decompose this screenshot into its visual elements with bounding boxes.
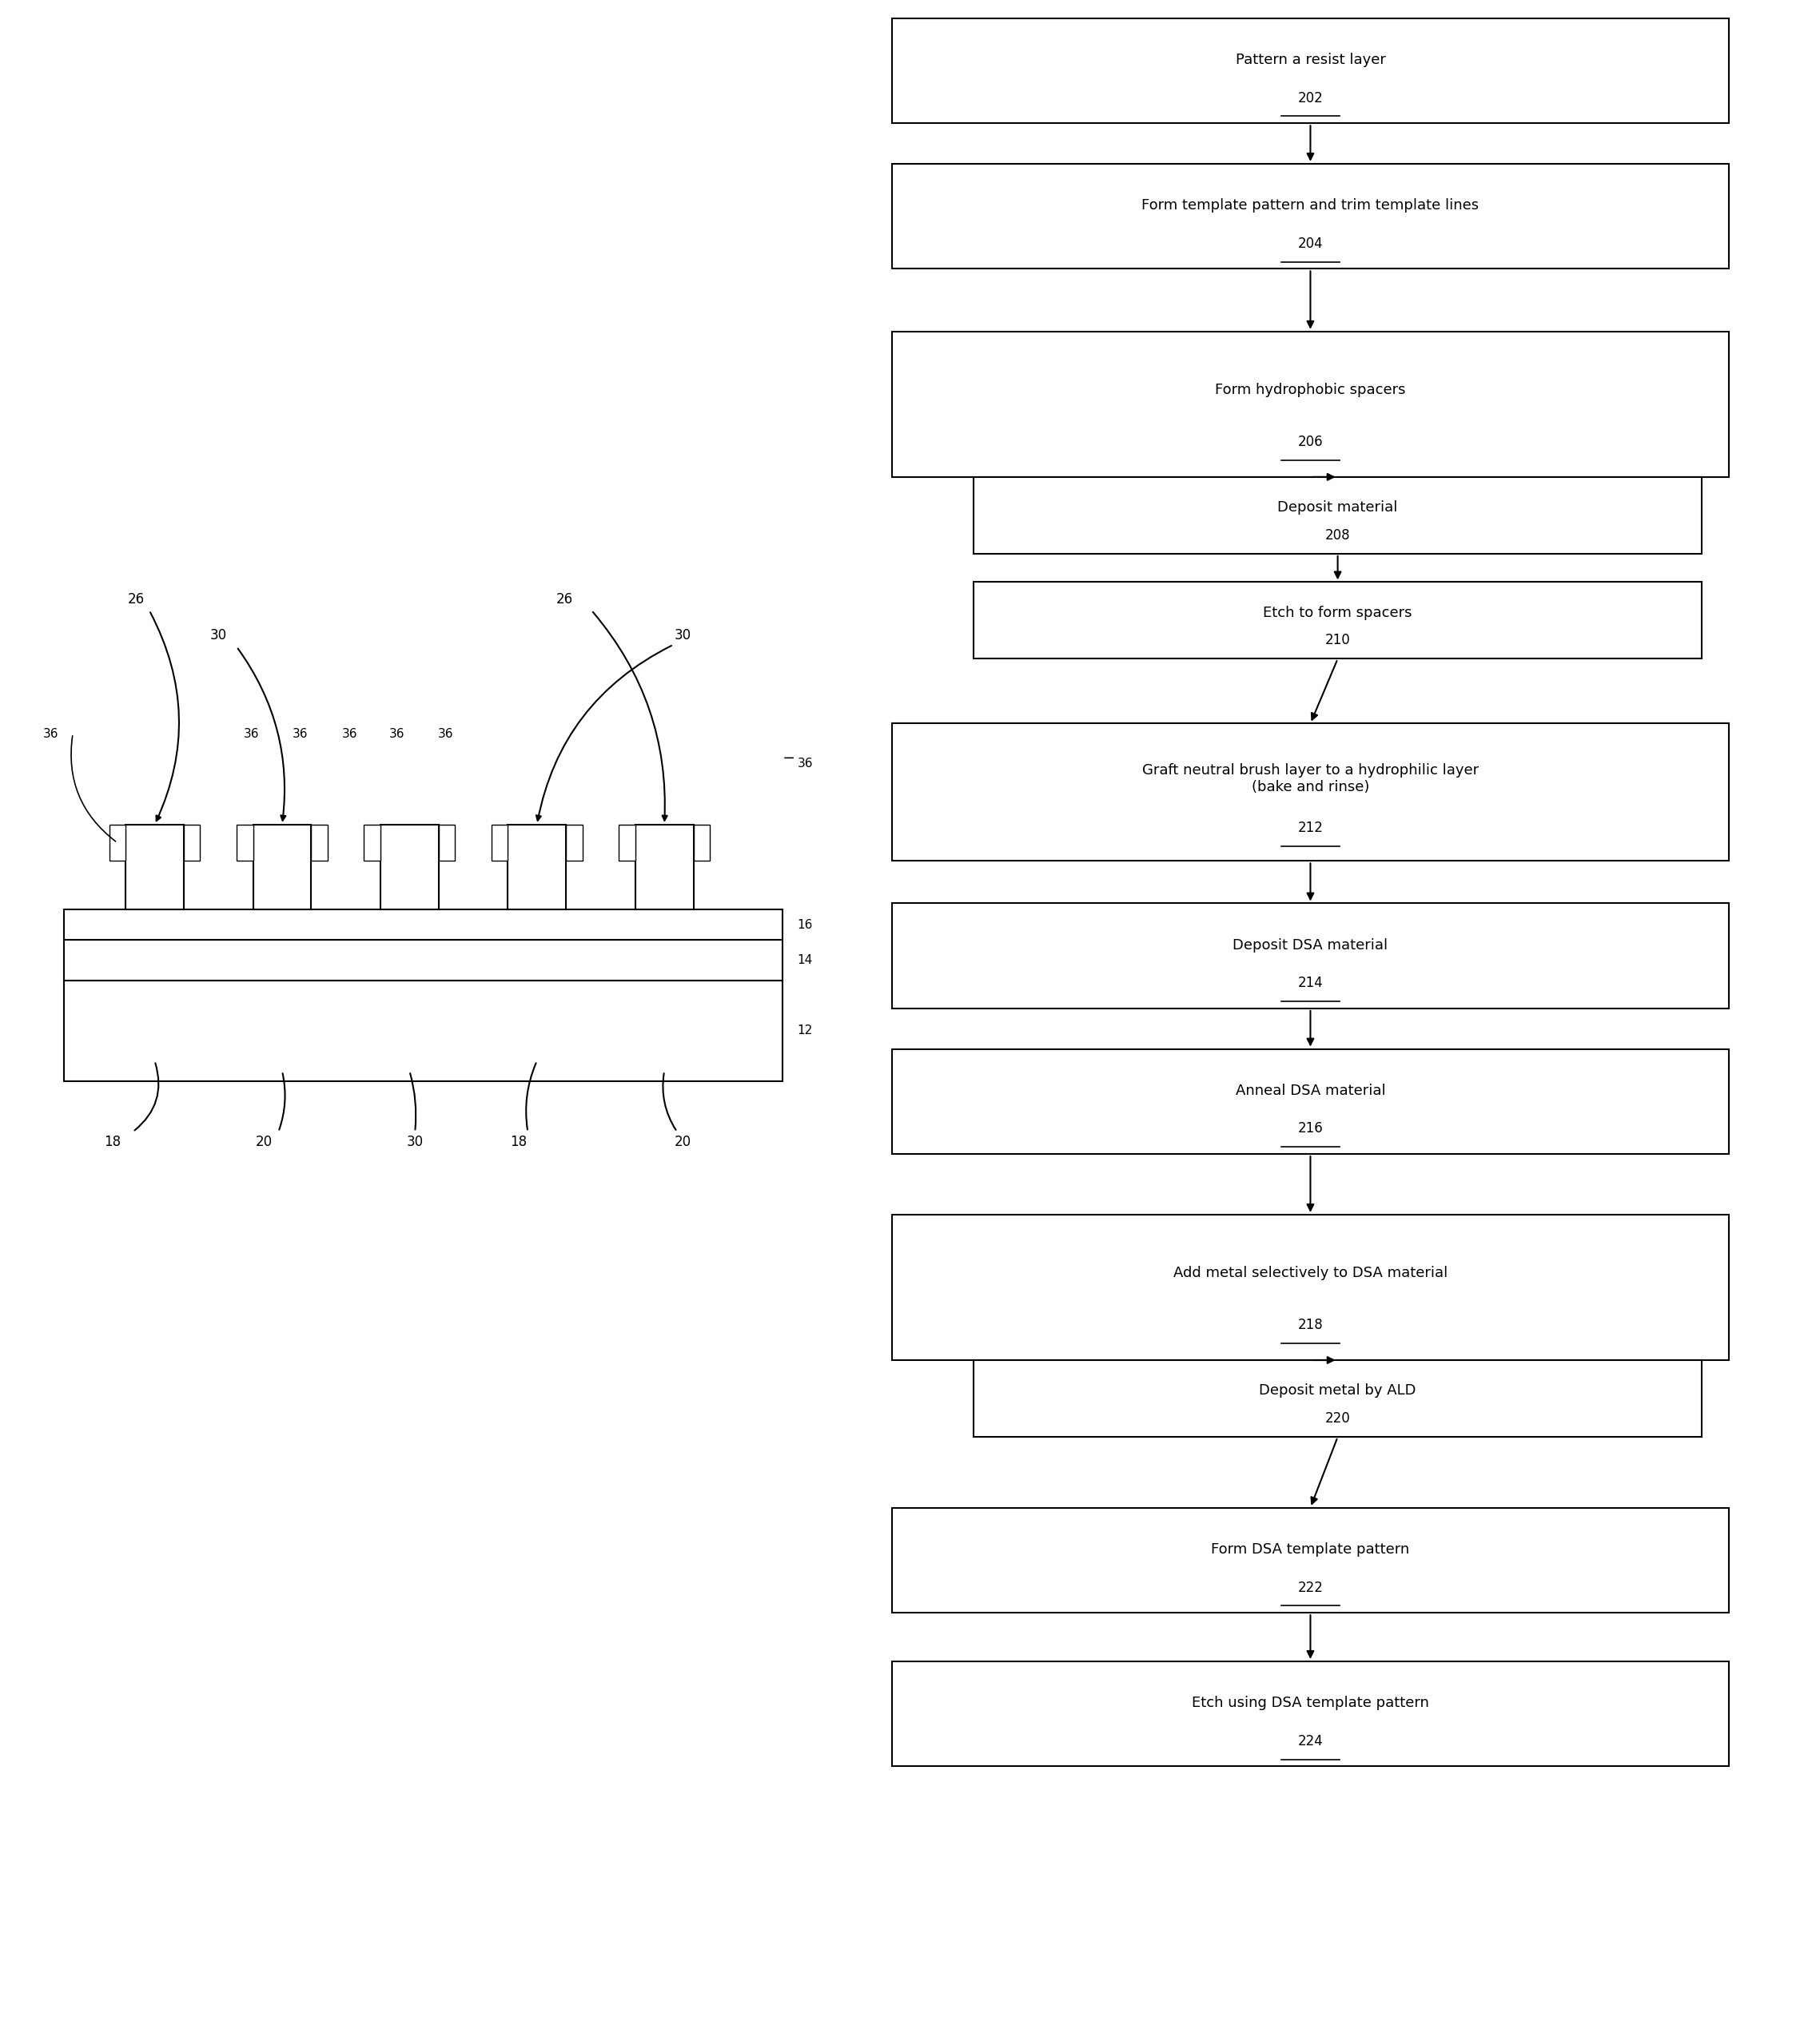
Bar [364, 825, 380, 861]
Bar [974, 1360, 1702, 1437]
Bar [380, 825, 439, 909]
Text: Form DSA template pattern: Form DSA template pattern [1210, 1542, 1411, 1556]
Bar [109, 825, 126, 861]
Text: Add metal selectively to DSA material: Add metal selectively to DSA material [1174, 1265, 1447, 1279]
Text: Etch using DSA template pattern: Etch using DSA template pattern [1192, 1696, 1429, 1710]
Text: 36: 36 [439, 728, 453, 740]
Text: 206: 206 [1298, 435, 1323, 449]
Bar [508, 825, 566, 909]
Text: 20: 20 [255, 1134, 273, 1150]
Bar [892, 164, 1729, 269]
Text: 208: 208 [1325, 527, 1350, 542]
Bar [439, 825, 455, 861]
Bar [64, 940, 783, 980]
Bar [892, 1049, 1729, 1154]
Bar [892, 18, 1729, 123]
Text: 222: 222 [1298, 1580, 1323, 1595]
Text: 202: 202 [1298, 91, 1323, 105]
Bar [311, 825, 328, 861]
Text: 20: 20 [673, 1134, 692, 1150]
Bar [974, 477, 1702, 554]
Text: 12: 12 [797, 1025, 812, 1037]
Text: 218: 218 [1298, 1318, 1323, 1332]
Text: 30: 30 [673, 629, 692, 643]
Bar [892, 903, 1729, 1008]
Text: Deposit material: Deposit material [1278, 501, 1398, 515]
Text: 204: 204 [1298, 236, 1323, 251]
Text: Deposit DSA material: Deposit DSA material [1232, 938, 1389, 952]
Bar [126, 825, 184, 909]
Bar [253, 825, 311, 909]
Text: Pattern a resist layer: Pattern a resist layer [1236, 53, 1385, 67]
Text: 36: 36 [797, 758, 814, 770]
Text: Etch to form spacers: Etch to form spacers [1263, 606, 1412, 620]
Bar [237, 825, 253, 861]
Bar [64, 980, 783, 1081]
Bar [184, 825, 200, 861]
Text: 36: 36 [44, 728, 58, 740]
Text: 30: 30 [209, 629, 228, 643]
Text: 26: 26 [555, 592, 573, 606]
Text: 214: 214 [1298, 976, 1323, 990]
Text: 26: 26 [127, 592, 146, 606]
Text: 30: 30 [406, 1134, 424, 1150]
Bar [64, 909, 783, 940]
Text: 216: 216 [1298, 1122, 1323, 1136]
Text: 18: 18 [510, 1134, 528, 1150]
Bar [892, 1215, 1729, 1360]
Text: 14: 14 [797, 954, 812, 966]
Text: Form hydrophobic spacers: Form hydrophobic spacers [1216, 382, 1405, 396]
Text: 36: 36 [244, 728, 258, 740]
Text: 36: 36 [342, 728, 357, 740]
Text: Deposit metal by ALD: Deposit metal by ALD [1259, 1384, 1416, 1399]
Text: Anneal DSA material: Anneal DSA material [1236, 1083, 1385, 1097]
Bar [491, 825, 508, 861]
Text: Form template pattern and trim template lines: Form template pattern and trim template … [1141, 198, 1480, 212]
Bar [892, 1508, 1729, 1613]
Text: 36: 36 [389, 728, 404, 740]
Text: 18: 18 [104, 1134, 122, 1150]
Bar [974, 582, 1702, 659]
Bar [892, 1661, 1729, 1766]
Text: 36: 36 [293, 728, 308, 740]
Bar [635, 825, 693, 909]
Bar [892, 724, 1729, 861]
Bar [619, 825, 635, 861]
Text: 16: 16 [797, 920, 814, 930]
Text: 224: 224 [1298, 1734, 1323, 1748]
Text: 212: 212 [1298, 821, 1323, 835]
Text: Graft neutral brush layer to a hydrophilic layer
(bake and rinse): Graft neutral brush layer to a hydrophil… [1143, 764, 1478, 794]
Text: 210: 210 [1325, 633, 1350, 647]
Bar [892, 331, 1729, 477]
Bar [566, 825, 582, 861]
Bar [693, 825, 710, 861]
Text: 220: 220 [1325, 1411, 1350, 1425]
